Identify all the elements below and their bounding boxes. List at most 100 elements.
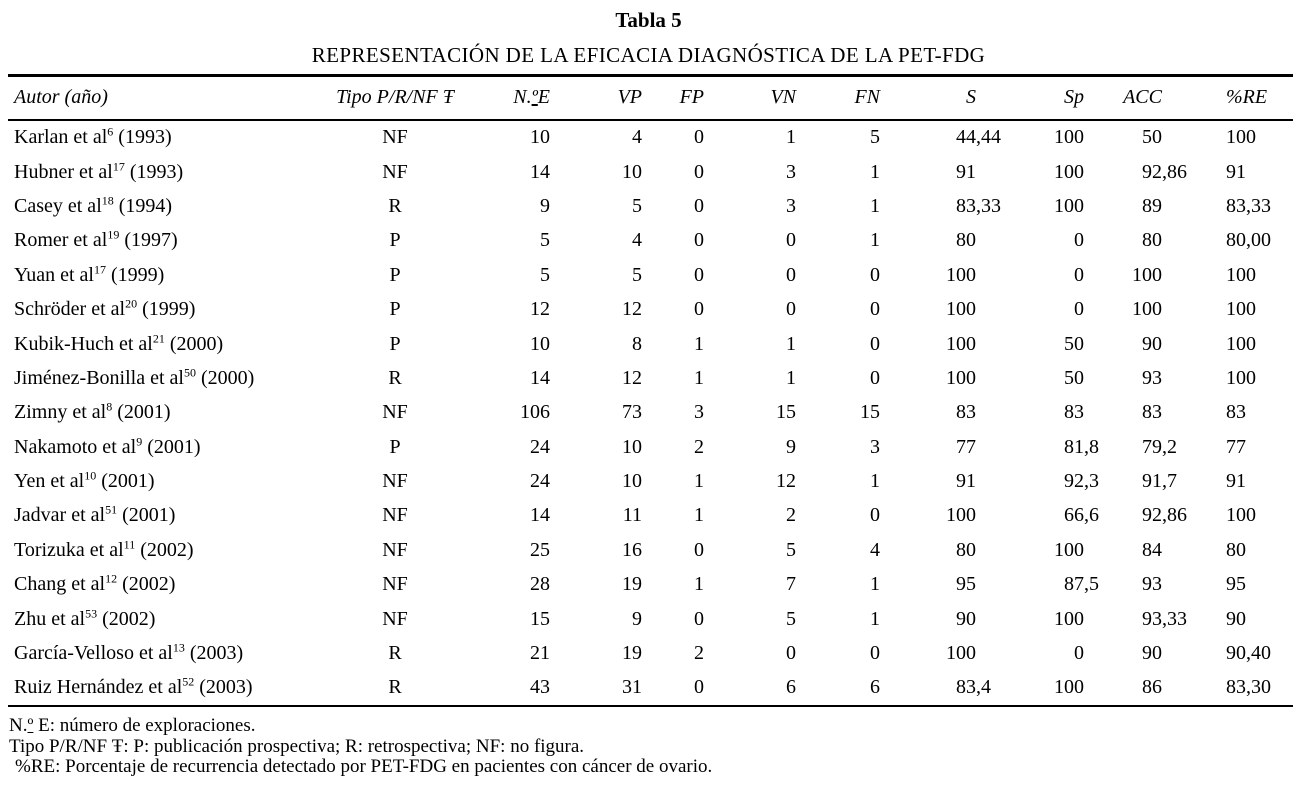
cell-vp: 5 [632,263,642,286]
cell-author: Torizuka et al11 (2002) [14,537,194,561]
cell-sp: 0 [1074,642,1084,665]
cell-acc: 100 [1132,298,1162,321]
cell-sp: 100 [1054,676,1084,699]
cell-fn: 1 [870,194,880,217]
footnotes: N.º E: número de exploraciones. Tipo P/R… [9,715,712,778]
cell-tipo: NF [382,573,408,596]
table-title: REPRESENTACIÓN DE LA EFICACIA DIAGNÓSTIC… [311,43,986,67]
cell-sp: 87,5 [1064,573,1099,596]
cell-s: 80 [956,229,976,252]
table-row: Zhu et al53 (2002) NF 15 9 0 5 1 90 100 93,33 90 [8,602,1293,636]
cell-fp: 3 [694,401,704,424]
footnote: Tipo P/R/NF Ŧ: P: publicación prospectiv… [9,735,585,757]
cell-re: 80,00 [1226,229,1271,252]
table-row: García-Velloso et al13 (2003) R 21 19 2 0 0 100… [8,636,1293,670]
cell-tipo: NF [382,607,408,630]
cell-sp: 0 [1074,229,1084,252]
cell-re: 83 [1226,401,1246,424]
cell-author: Jiménez-Bonilla et al50 (2000) [14,365,255,389]
table-row: Karlan et al6 (1993) NF 10 4 0 1 5 44,44 100 50 10… [8,120,1293,155]
cell-tipo: P [389,263,401,286]
cell-fn: 0 [870,298,880,321]
cell-vp: 5 [632,194,642,217]
cell-author: Nakamoto et al9 (2001) [14,434,201,458]
cell-sp: 50 [1064,366,1084,389]
table-row: Nakamoto et al9 (2001) P 24 10 2 9 3 77 81,8 79,2… [8,430,1293,464]
cell-tipo: NF [382,504,408,527]
cell-vp: 16 [622,538,642,561]
cell-fp: 1 [694,366,704,389]
cell-tipo: R [388,366,402,389]
cell-acc: 93 [1142,366,1162,389]
column-header: FN [798,75,882,121]
cell-vn: 1 [786,366,796,389]
cell-re: 91 [1226,160,1246,183]
footnote: N.º E: número de exploraciones. [9,715,256,736]
cell-re: 100 [1226,332,1256,355]
cell-author: García-Velloso et al13 (2003) [14,640,244,665]
cell-s: 91 [956,470,976,493]
column-header: Autor (año) [8,75,330,121]
cell-re: 80 [1226,538,1246,561]
cell-ne: 24 [530,470,550,493]
cell-fn: 15 [860,401,880,424]
reference-superscript: 21 [152,330,165,345]
cell-author: Zhu et al53 (2002) [14,606,156,630]
cell-vp: 19 [622,573,642,596]
table-row: Kubik-Huch et al21 (2000) P 10 8 1 1 0 100 50 90 1… [8,327,1293,361]
cell-sp: 92,3 [1064,470,1099,493]
cell-author: Yuan et al17 (1999) [14,262,165,286]
cell-fp: 1 [694,573,704,596]
cell-ne: 28 [530,573,550,596]
cell-ne: 15 [530,607,550,630]
cell-s: 100 [946,504,976,527]
reference-superscript: 50 [183,365,196,380]
cell-re: 91 [1226,470,1246,493]
cell-vp: 4 [632,126,642,149]
cell-sp: 100 [1054,607,1084,630]
cell-s: 80 [956,538,976,561]
table-row: Torizuka et al11 (2002) NF 25 16 0 5 4 80 100 84 8… [8,533,1293,567]
cell-vn: 15 [776,401,796,424]
cell-sp: 83 [1064,401,1084,424]
table-row: Chang et al12 (2002) NF 28 19 1 7 1 95 87,5 93 95 [8,568,1293,602]
table-row: Zimny et al8 (2001) NF 106 73 3 15 15 83 83 83 83 [8,396,1293,430]
cell-vn: 0 [786,642,796,665]
reference-superscript: 19 [107,227,120,242]
cell-s: 83,33 [956,194,1001,217]
cell-acc: 50 [1142,126,1162,149]
reference-superscript: 18 [101,193,114,208]
cell-fp: 0 [694,229,704,252]
cell-tipo: NF [382,401,408,424]
cell-fp: 2 [694,435,704,458]
cell-fn: 1 [870,573,880,596]
cell-ne: 14 [530,366,550,389]
cell-author: Karlan et al6 (1993) [14,124,172,149]
column-header: Tipo P/R/NF Ŧ [330,75,460,121]
table-row: Romer et al19 (1997) P 5 4 0 0 1 80 0 80 80,00 [8,224,1293,258]
cell-re: 100 [1226,504,1256,527]
cell-re: 100 [1226,126,1256,149]
cell-fp: 1 [694,470,704,493]
cell-vn: 3 [786,160,796,183]
column-header: FP [644,75,706,121]
cell-fn: 3 [870,435,880,458]
cell-author: Kubik-Huch et al21 (2000) [14,330,224,355]
reference-superscript: 9 [136,434,143,449]
column-header: ACC [1086,75,1164,121]
cell-sp: 100 [1054,538,1084,561]
cell-s: 100 [946,298,976,321]
cell-vn: 2 [786,504,796,527]
reference-superscript: 8 [106,399,113,414]
cell-ne: 14 [530,504,550,527]
cell-author: Hubner et al17 (1993) [14,158,184,183]
table-row: Yuan et al17 (1999) P 5 5 0 0 0 100 0 100 100 [8,258,1293,292]
reference-superscript: 51 [105,502,118,517]
cell-vn: 3 [786,194,796,217]
cell-acc: 90 [1142,642,1162,665]
cell-fp: 0 [694,263,704,286]
cell-tipo: NF [382,126,408,149]
cell-s: 100 [946,332,976,355]
cell-acc: 84 [1142,538,1162,561]
cell-fp: 0 [694,126,704,149]
